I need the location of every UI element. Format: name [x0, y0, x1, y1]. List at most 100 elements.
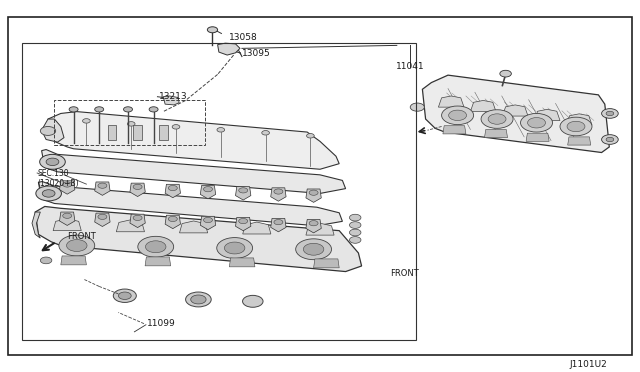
Circle shape	[149, 107, 158, 112]
Circle shape	[309, 221, 318, 226]
Circle shape	[191, 295, 206, 304]
Circle shape	[36, 186, 61, 201]
Polygon shape	[130, 214, 145, 228]
Circle shape	[118, 292, 131, 299]
Polygon shape	[60, 212, 75, 225]
Polygon shape	[179, 221, 207, 233]
Circle shape	[145, 241, 166, 253]
Text: FRONT: FRONT	[67, 232, 96, 241]
Circle shape	[133, 215, 142, 221]
Circle shape	[274, 189, 283, 194]
Polygon shape	[568, 137, 591, 145]
Polygon shape	[95, 213, 110, 227]
Circle shape	[113, 289, 136, 302]
Polygon shape	[61, 256, 86, 265]
Polygon shape	[145, 257, 171, 266]
Polygon shape	[306, 189, 321, 202]
Polygon shape	[236, 217, 251, 231]
Circle shape	[40, 154, 65, 169]
Polygon shape	[200, 216, 216, 230]
Circle shape	[168, 185, 177, 190]
Circle shape	[168, 217, 177, 222]
Polygon shape	[229, 258, 255, 267]
Polygon shape	[443, 126, 466, 134]
Polygon shape	[38, 182, 342, 226]
Polygon shape	[306, 223, 334, 235]
Polygon shape	[243, 222, 271, 234]
Polygon shape	[271, 188, 286, 201]
Polygon shape	[159, 125, 168, 140]
Circle shape	[133, 184, 142, 189]
Circle shape	[296, 239, 332, 260]
Polygon shape	[200, 186, 216, 199]
Circle shape	[204, 217, 212, 222]
Polygon shape	[95, 182, 110, 195]
Circle shape	[59, 235, 95, 256]
Polygon shape	[438, 96, 464, 107]
Polygon shape	[534, 109, 560, 121]
Polygon shape	[566, 114, 592, 125]
Circle shape	[449, 110, 467, 121]
Circle shape	[127, 122, 135, 126]
Polygon shape	[116, 220, 145, 232]
Text: 11099: 11099	[147, 319, 176, 328]
Circle shape	[217, 128, 225, 132]
Polygon shape	[42, 150, 346, 193]
Circle shape	[500, 70, 511, 77]
Polygon shape	[422, 75, 609, 153]
Text: 13095: 13095	[242, 49, 271, 58]
Polygon shape	[108, 125, 116, 140]
Circle shape	[40, 126, 56, 135]
Bar	[22, 43, 416, 340]
Polygon shape	[35, 206, 362, 272]
Polygon shape	[42, 119, 64, 142]
Circle shape	[303, 243, 324, 255]
Circle shape	[95, 107, 104, 112]
Circle shape	[560, 117, 592, 136]
Circle shape	[225, 242, 245, 254]
Polygon shape	[271, 218, 286, 232]
Polygon shape	[163, 96, 179, 105]
Circle shape	[239, 188, 248, 193]
Polygon shape	[526, 133, 549, 141]
Polygon shape	[218, 43, 240, 55]
Circle shape	[349, 222, 361, 228]
Polygon shape	[470, 100, 496, 112]
Circle shape	[349, 237, 361, 243]
Text: 13213: 13213	[159, 92, 188, 101]
Circle shape	[63, 213, 72, 218]
Circle shape	[243, 295, 263, 307]
Text: FRONT: FRONT	[390, 269, 419, 278]
Circle shape	[410, 103, 424, 111]
Circle shape	[67, 240, 87, 251]
Circle shape	[46, 158, 59, 166]
Polygon shape	[130, 183, 145, 196]
Circle shape	[606, 137, 614, 142]
Circle shape	[138, 236, 173, 257]
Circle shape	[442, 106, 474, 125]
Circle shape	[124, 107, 132, 112]
Polygon shape	[60, 181, 75, 194]
Polygon shape	[314, 259, 339, 268]
Circle shape	[527, 118, 545, 128]
Circle shape	[239, 218, 248, 224]
Circle shape	[83, 119, 90, 123]
Circle shape	[602, 109, 618, 118]
Text: SEC.130
(13020+B): SEC.130 (13020+B)	[37, 169, 79, 188]
Circle shape	[349, 214, 361, 221]
Circle shape	[349, 229, 361, 236]
Circle shape	[69, 107, 78, 112]
Circle shape	[481, 110, 513, 128]
Circle shape	[606, 111, 614, 116]
Circle shape	[217, 238, 253, 259]
Bar	[54, 100, 205, 145]
Polygon shape	[306, 219, 321, 233]
Polygon shape	[48, 112, 339, 169]
Polygon shape	[133, 125, 142, 140]
Circle shape	[488, 114, 506, 124]
Circle shape	[63, 182, 72, 187]
Circle shape	[172, 125, 180, 129]
Circle shape	[207, 27, 218, 33]
Circle shape	[567, 121, 585, 132]
Polygon shape	[53, 219, 81, 231]
